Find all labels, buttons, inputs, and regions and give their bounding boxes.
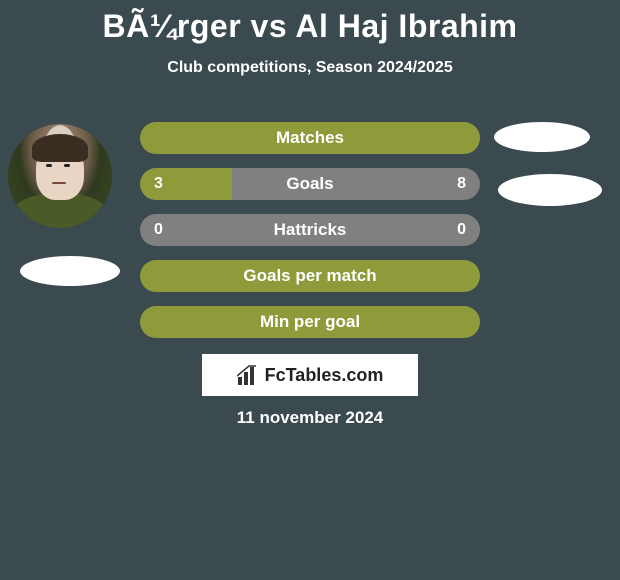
page-subtitle: Club competitions, Season 2024/2025	[0, 59, 620, 77]
comparison-bars: Matches 3 Goals 8 0 Hattricks 0 Goals pe…	[140, 122, 480, 352]
page-title: BÃ¼rger vs Al Haj Ibrahim	[0, 0, 620, 45]
bar-value-right: 0	[457, 214, 466, 246]
bar-goals-per-match: Goals per match	[140, 260, 480, 292]
bar-min-per-goal: Min per goal	[140, 306, 480, 338]
player-left-avatar	[8, 124, 112, 228]
bar-label: Goals	[140, 168, 480, 200]
watermark: FcTables.com	[202, 354, 418, 396]
bar-label: Min per goal	[140, 306, 480, 338]
bar-label: Matches	[140, 122, 480, 154]
bar-hattricks: 0 Hattricks 0	[140, 214, 480, 246]
bar-label: Goals per match	[140, 260, 480, 292]
bar-goals: 3 Goals 8	[140, 168, 480, 200]
bar-label: Hattricks	[140, 214, 480, 246]
chart-bars-icon	[237, 365, 259, 385]
snapshot-date: 11 november 2024	[0, 408, 620, 428]
bar-value-right: 8	[457, 168, 466, 200]
player-left-name-pill	[20, 256, 120, 286]
player-right-name-pill-1	[494, 122, 590, 152]
player-right-name-pill-2	[498, 174, 602, 206]
bar-matches: Matches	[140, 122, 480, 154]
watermark-text: FcTables.com	[265, 365, 384, 386]
